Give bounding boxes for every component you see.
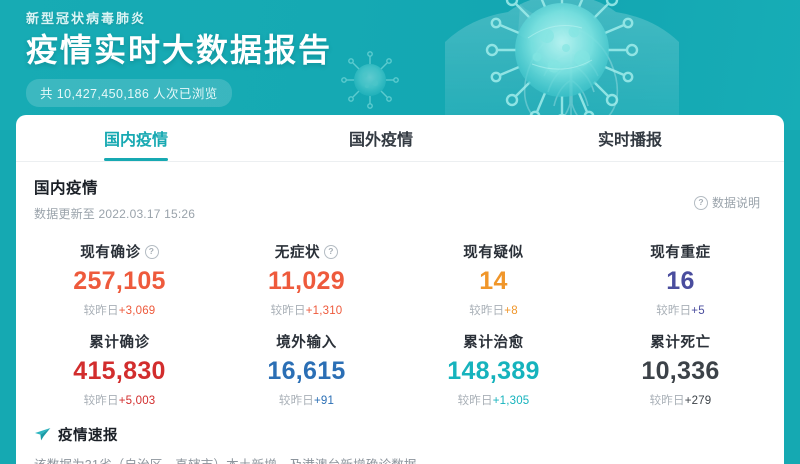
stat-value: 11,029	[268, 267, 345, 295]
stat-value: 257,105	[73, 267, 166, 295]
stat-delta: 较昨日+1,305	[457, 395, 530, 407]
stat-current-confirmed[interactable]: 现有确诊 ? 257,105 较昨日+3,069	[26, 234, 213, 324]
stat-value: 10,336	[641, 357, 720, 385]
question-mark-icon[interactable]: ?	[144, 244, 159, 259]
stat-label: 现有疑似	[463, 245, 524, 261]
news-title: 疫情速报	[58, 428, 118, 444]
tab-domestic[interactable]: 国内疫情	[16, 115, 256, 161]
stat-current-severe[interactable]: 现有重症 16 较昨日+5	[587, 234, 774, 324]
news-section: 疫情速报 该数据为31省（自治区、直辖市）本土新增，及港澳台新增确诊数据	[16, 414, 784, 464]
page-header: 新型冠状病毒肺炎 疫情实时大数据报告 共 10,427,450,186 人次已浏…	[0, 0, 800, 130]
stat-total-deaths[interactable]: 累计死亡 10,336 较昨日+279	[587, 324, 774, 414]
tab-bar: 国内疫情 国外疫情 实时播报	[16, 115, 784, 162]
tab-overseas-label: 国外疫情	[348, 132, 413, 149]
question-mark-icon: ?	[693, 195, 708, 210]
stat-delta-value: +279	[684, 395, 712, 407]
stat-delta: 较昨日+5,003	[83, 395, 156, 407]
stat-delta-value: +1,305	[492, 395, 530, 407]
tab-overseas[interactable]: 国外疫情	[256, 115, 506, 161]
stat-delta-value: +8	[504, 305, 518, 317]
tab-live-feed-label: 实时播报	[597, 132, 662, 149]
virus-lungs-illustration	[330, 0, 800, 130]
stat-delta-value: +91	[314, 395, 335, 407]
stat-current-suspected[interactable]: 现有疑似 14 较昨日+8	[400, 234, 587, 324]
main-card: 国内疫情 国外疫情 实时播报 国内疫情 数据更新至 2022.03.17 15:…	[16, 115, 784, 464]
data-note-label: 数据说明	[711, 196, 760, 210]
statistics-grid: 现有确诊 ? 257,105 较昨日+3,069 无症状 ? 11,029	[16, 222, 784, 414]
stat-value: 16,615	[267, 357, 346, 385]
virus-glyph-large	[485, 0, 639, 127]
stat-delta: 较昨日+91	[278, 395, 335, 407]
news-subtitle: 该数据为31省（自治区、直辖市）本土新增，及港澳台新增确诊数据	[34, 454, 766, 464]
paper-plane-icon	[34, 427, 51, 442]
stat-delta-value: +1,310	[305, 305, 343, 317]
stat-delta-value: +5	[691, 305, 705, 317]
section-title: 国内疫情	[34, 180, 99, 197]
view-count-badge: 共 10,427,450,186 人次已浏览	[26, 79, 232, 108]
stat-label: 现有重症	[650, 245, 711, 261]
tab-domestic-label: 国内疫情	[103, 132, 168, 149]
stat-label: 无症状 ?	[213, 241, 400, 262]
stat-delta-value: +3,069	[118, 305, 156, 317]
stat-label: 累计确诊	[89, 335, 150, 351]
header-kicker: 新型冠状病毒肺炎	[26, 11, 147, 26]
stat-total-recovered[interactable]: 累计治愈 148,389 较昨日+1,305	[400, 324, 587, 414]
stat-value: 148,389	[447, 357, 540, 385]
stat-label: 累计死亡	[650, 335, 711, 351]
stat-label: 现有确诊 ?	[26, 241, 213, 262]
stat-delta: 较昨日+3,069	[83, 305, 156, 317]
stat-delta: 较昨日+1,310	[270, 305, 343, 317]
stat-label: 境外输入	[276, 335, 337, 351]
tab-active-underline	[104, 158, 168, 161]
question-mark-icon[interactable]: ?	[324, 244, 339, 259]
stat-imported[interactable]: 境外输入 16,615 较昨日+91	[213, 324, 400, 414]
tab-live-feed[interactable]: 实时播报	[506, 115, 754, 161]
data-note-link[interactable]: ? 数据说明	[693, 194, 760, 211]
stat-asymptomatic[interactable]: 无症状 ? 11,029 较昨日+1,310	[213, 234, 400, 324]
stat-delta: 较昨日+279	[649, 395, 712, 407]
stat-value: 415,830	[73, 357, 166, 385]
news-header: 疫情速报	[34, 424, 766, 445]
stat-value: 14	[479, 267, 508, 295]
virus-glyph-small	[341, 51, 399, 109]
header-text-block: 新型冠状病毒肺炎 疫情实时大数据报告 共 10,427,450,186 人次已浏…	[26, 8, 333, 108]
last-updated-text: 数据更新至 2022.03.17 15:26	[34, 207, 196, 221]
section-header: 国内疫情 数据更新至 2022.03.17 15:26 ? 数据说明	[16, 162, 784, 222]
page-title: 疫情实时大数据报告	[26, 32, 333, 68]
stat-row-current: 现有确诊 ? 257,105 较昨日+3,069 无症状 ? 11,029	[26, 234, 774, 324]
stat-row-cumulative: 累计确诊 415,830 较昨日+5,003 境外输入 16,615 较昨日+9…	[26, 324, 774, 414]
stat-delta: 较昨日+8	[469, 305, 518, 317]
stat-value: 16	[666, 267, 695, 295]
stat-delta: 较昨日+5	[656, 305, 705, 317]
stat-total-confirmed[interactable]: 累计确诊 415,830 较昨日+5,003	[26, 324, 213, 414]
stat-delta-value: +5,003	[118, 395, 156, 407]
stat-label: 累计治愈	[463, 335, 524, 351]
